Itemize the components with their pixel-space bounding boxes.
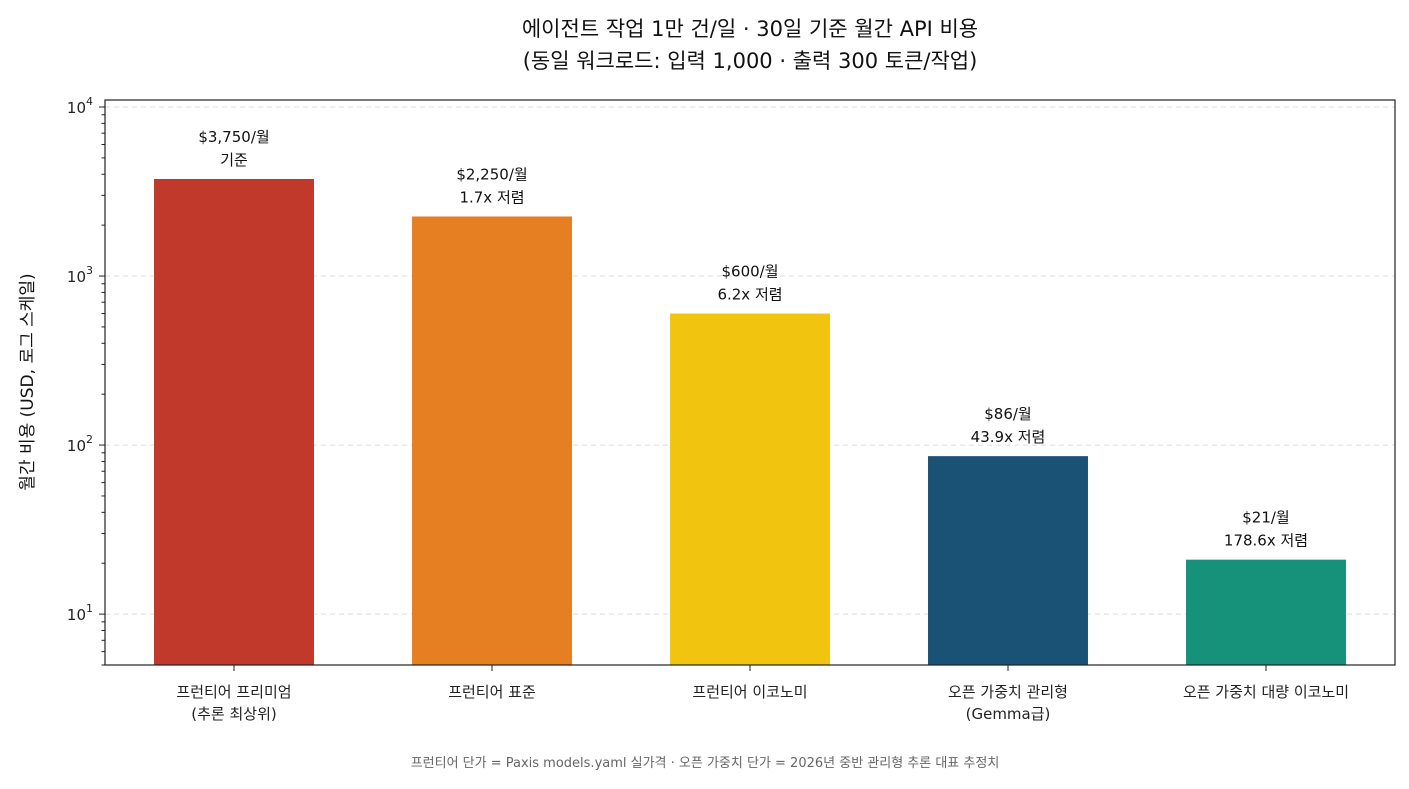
data-label: $600/월 [721, 263, 778, 281]
x-tick-label: (Gemma급) [966, 705, 1051, 723]
data-label: $2,250/월 [456, 166, 527, 184]
gridlines [105, 106, 1395, 615]
chart-title-line-1: 에이전트 작업 1만 건/일 · 30일 기준 월간 API 비용 [522, 17, 978, 41]
data-label: 43.9x 저렴 [971, 428, 1046, 446]
data-label: $86/월 [984, 405, 1031, 423]
y-tick-label: 104 [67, 95, 93, 117]
bar [670, 313, 830, 665]
y-tick-label: 101 [67, 602, 93, 624]
data-label: 6.2x 저렴 [717, 286, 782, 304]
chart-title: 에이전트 작업 1만 건/일 · 30일 기준 월간 API 비용 (동일 워크… [522, 17, 978, 73]
x-tick-label: 프런티어 표준 [448, 683, 536, 701]
x-tick-label: 오픈 가중치 관리형 [948, 683, 1068, 701]
y-tick-label: 102 [67, 433, 93, 455]
y-axis-label: 월간 비용 (USD, 로그 스케일) [18, 273, 38, 490]
footnote: 프런티어 단가 = Paxis models.yaml 실가격 · 오픈 가중치… [411, 756, 1000, 771]
y-tick-label: 103 [67, 264, 93, 286]
bars [154, 179, 1346, 666]
chart-title-line-2: (동일 워크로드: 입력 1,000 · 출력 300 토큰/작업) [523, 49, 978, 73]
bar [154, 179, 314, 666]
x-tick-label: 프런티어 프리미엄 [176, 683, 291, 701]
data-label: $21/월 [1242, 509, 1289, 527]
y-axis: 101 102 103 104 [67, 95, 105, 666]
bar [1186, 559, 1346, 665]
bar [412, 216, 572, 665]
x-tick-label: 프런티어 이코노미 [692, 683, 807, 701]
data-label: 1.7x 저렴 [459, 189, 524, 207]
bar [928, 456, 1088, 665]
data-label: 기준 [220, 151, 248, 169]
data-labels: $3,750/월기준 $2,250/월 1.7x 저렴 $600/월 6.2x 저렴 $8… [198, 128, 1308, 550]
data-label: $3,750/월 [198, 128, 269, 146]
x-axis: 프런티어 프리미엄 (추론 최상위) 프런티어 표준 프런티어 이코노미 오픈 가중치 … [176, 665, 1349, 723]
data-label: 178.6x 저렴 [1224, 532, 1308, 550]
x-tick-label: (추론 최상위) [191, 705, 276, 723]
x-tick-label: 오픈 가중치 대량 이코노미 [1183, 683, 1349, 701]
